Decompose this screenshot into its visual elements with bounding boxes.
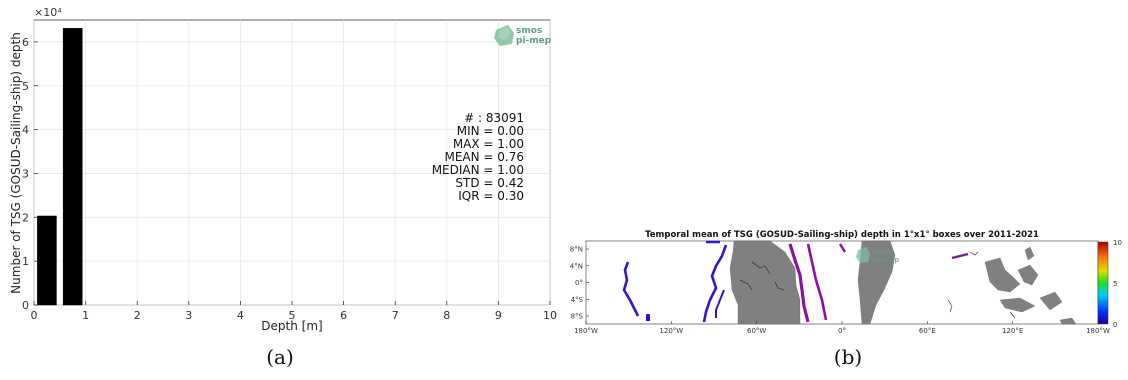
colorbar-ticks: 10 5 0 [1113,239,1122,329]
map-panel: Temporal mean of TSG (GOSUD-Sailing-ship… [570,230,1122,335]
map-y-tick-label: 4°S [571,296,584,304]
map-y-tick-label: 8°S [571,313,584,321]
caption-b: (b) [834,345,862,369]
y-tick-label: 1 [22,255,29,268]
colorbar [1097,241,1109,325]
colorbar-tick-label: 10 [1113,239,1122,247]
x-tick-label: 2 [134,309,141,322]
x-tick-label: 1 [82,309,89,322]
x-tick-label: 10 [543,309,557,322]
data-cells [622,240,969,323]
map-title: Temporal mean of TSG (GOSUD-Sailing-ship… [645,230,1039,240]
data-track-pacific-west [622,261,640,317]
stat-line: IQR = 0.30 [458,189,524,203]
land-indonesia [984,246,1063,313]
colorbar-tick-label: 5 [1113,280,1117,288]
map-y-tick-label: 4°N [570,262,583,270]
coast-lines [739,251,1016,319]
y-tick-label: 0 [22,299,29,312]
map-logo-text-smos: smos [872,248,892,256]
map-x-tick-label: 120°W [659,327,683,335]
histogram-x-ticks: 0 1 2 3 4 5 6 7 8 9 10 [31,301,557,322]
map-x-tick-label: 120°E [1002,327,1023,335]
map-x-tick-label: 60°W [747,327,766,335]
data-track-atlantic-3 [838,243,847,253]
stat-line: MAX = 1.00 [453,137,524,151]
land-south-america [729,240,801,325]
data-track-pacific-east-2 [715,289,725,318]
colorbar-tick-label: 0 [1113,321,1117,329]
x-tick-label: 3 [185,309,192,322]
stat-line: STD = 0.42 [455,176,524,190]
x-tick-label: 4 [237,309,244,322]
map-x-tick-label: 0° [838,327,846,335]
x-tick-label: 8 [443,309,450,322]
y-tick-label: 5 [22,80,29,93]
smos-pimep-logo: smos pi-mep [494,25,552,46]
y-axis-label: Number of TSG (GOSUD-Sailing-ship) depth [9,32,23,294]
data-cell [646,314,650,321]
map-smos-pimep-logo: smos pi-mep [856,247,899,264]
caption-a: (a) [266,345,294,369]
histogram-y-ticks: 0 1 2 3 4 5 6 [22,36,38,312]
map-logo-text-pimep: pi-mep [872,256,899,264]
stat-line: # : 83091 [464,111,524,125]
x-tick-label: 5 [289,309,296,322]
map-y-ticks: 8°N 4°N 0° 4°S 8°S [570,246,589,321]
map-x-ticks: 180°W 120°W 60°W 0° 60°E 120°E 180°W [574,321,1110,335]
stat-line: MEDIAN = 1.00 [432,163,524,177]
y-tick-label: 3 [22,167,29,180]
map-x-tick-label: 180°W [1086,327,1110,335]
histogram-grid [33,20,551,306]
histogram-panel: 0 1 2 3 4 5 6 7 8 9 10 0 1 2 3 4 5 6 ×10⁴ Depth [m] Numb… [9,6,557,333]
map-logo-cube-icon [856,247,870,263]
x-tick-label: 0 [31,309,38,322]
x-axis-label: Depth [m] [261,319,322,333]
y-exponent-label: ×10⁴ [34,6,62,19]
logo-text-smos: smos [516,26,542,36]
histogram-bar [62,28,83,306]
y-tick-label: 2 [22,211,29,224]
stat-line: MEAN = 0.76 [444,150,524,164]
logo-text-pimep: pi-mep [516,36,552,46]
map-y-tick-label: 8°N [570,246,583,254]
data-track-indian [951,252,969,260]
x-tick-label: 6 [340,309,347,322]
map-x-tick-label: 60°E [919,327,936,335]
y-tick-label: 4 [22,124,29,137]
data-track-atlantic-2 [806,243,828,321]
map-y-tick-label: 0° [575,279,583,287]
stat-line: MIN = 0.00 [457,124,524,138]
histogram-bar [37,215,57,306]
logo-cube-icon [494,25,514,46]
map-x-tick-label: 180°W [574,327,598,335]
land-pacific-islands [1059,317,1077,325]
y-tick-label: 6 [22,36,29,49]
data-track-pacific-east [702,240,728,323]
histogram-bars [37,28,83,306]
data-track-atlantic-1 [788,243,810,323]
x-tick-label: 7 [392,309,399,322]
x-tick-label: 9 [495,309,502,322]
